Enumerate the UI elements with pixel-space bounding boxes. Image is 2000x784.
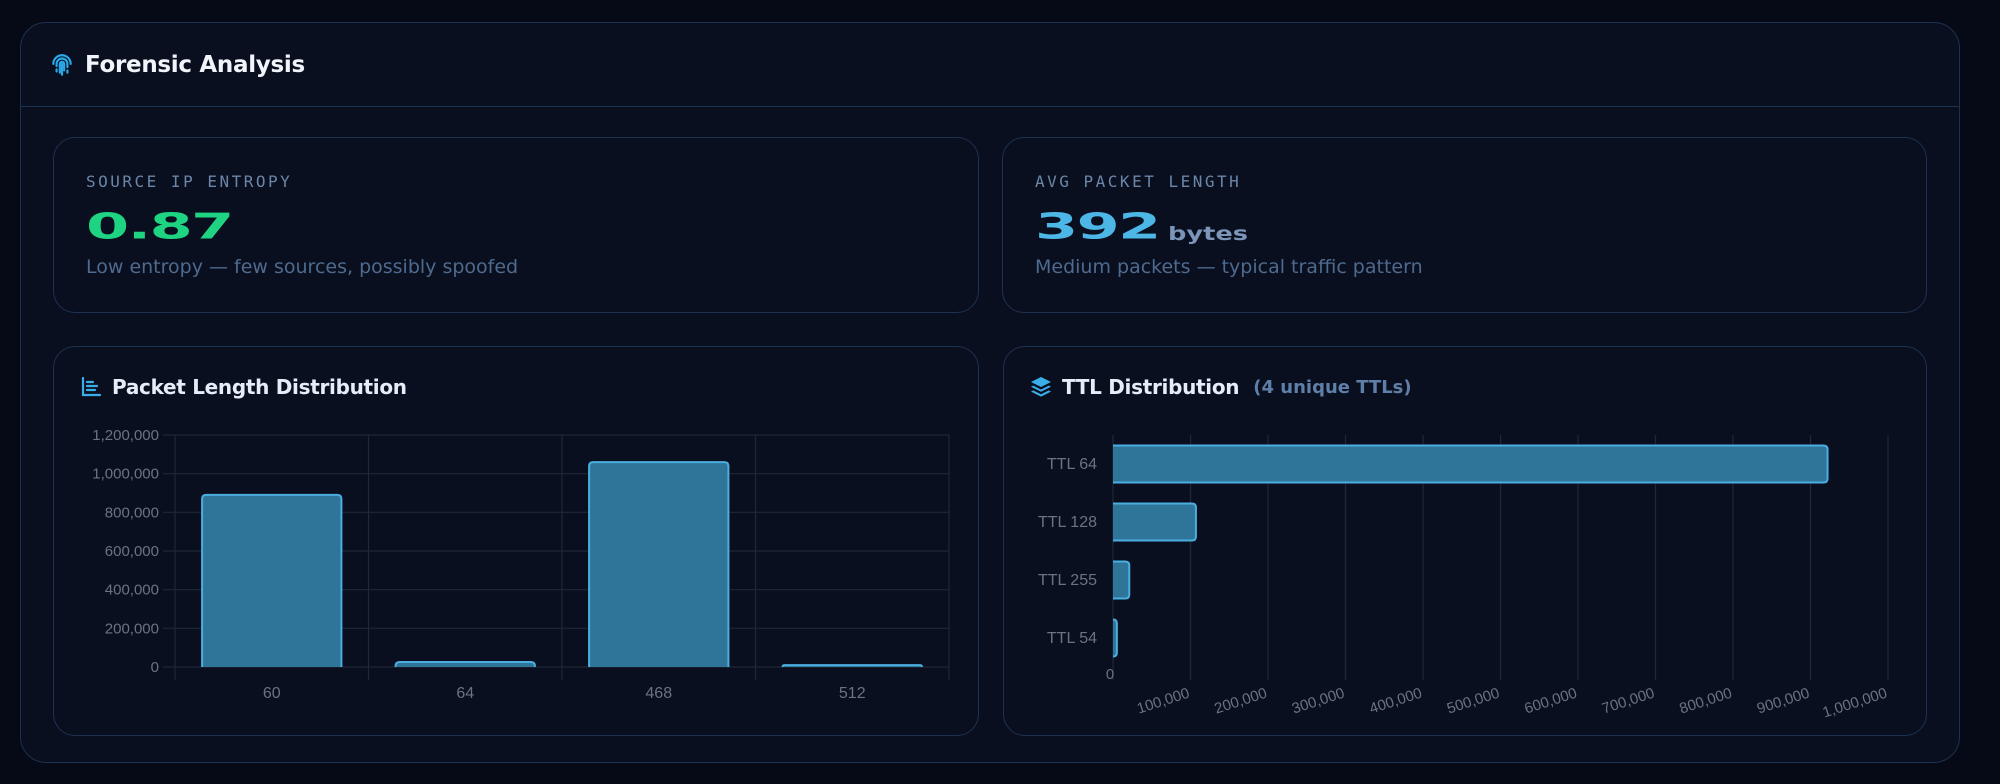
stat-label: SOURCE IP ENTROPY [86, 172, 293, 191]
x-tick-label: 1,000,000 [1820, 684, 1889, 721]
x-tick-label: 468 [645, 685, 672, 702]
y-tick-label: 1,000,000 [92, 465, 159, 482]
stat-description: Low entropy — few sources, possibly spoo… [86, 256, 519, 278]
chart-title: TTL Distribution [1062, 375, 1240, 399]
stat-unit: bytes [1167, 223, 1248, 245]
stat-value: 0.87 [86, 206, 234, 248]
bar[interactable] [1112, 444, 1828, 483]
avg-packet-length-card: AVG PACKET LENGTH 392 bytes Medium packe… [1002, 137, 1927, 313]
packet-length-bar-chart: 0 200,000 400,000 600,000 800,000 1,000,000 1,… [92, 427, 950, 702]
packet-length-chart-card: Packet Length Distribution 0 200,000 400,0… [53, 346, 979, 736]
bar-outline [394, 660, 536, 667]
x-tick-label: 400,000 [1367, 684, 1424, 717]
stat-value: 392 [1035, 206, 1161, 248]
chart-subtitle: (4 unique TTLs) [1253, 376, 1412, 398]
y-tick-label: 400,000 [104, 581, 158, 598]
bar-outline [781, 663, 923, 667]
panel-title: Forensic Analysis [85, 51, 305, 78]
bar-outline [200, 493, 342, 667]
y-tick-label: TTL 255 [1038, 572, 1097, 589]
chart-title: Packet Length Distribution [112, 375, 407, 399]
y-tick-label: 1,200,000 [92, 427, 159, 444]
y-tick-label: TTL 64 [1046, 456, 1096, 473]
layers-icon [1030, 376, 1052, 398]
y-tick-label: TTL 128 [1038, 514, 1097, 531]
x-tick-label: 600,000 [1522, 684, 1579, 717]
bar[interactable] [1112, 502, 1196, 541]
bar-chart-icon [80, 376, 102, 398]
ttl-chart-card: TTL Distribution (4 unique TTLs) 0 100,00… [1003, 346, 1927, 736]
x-tick-label: 512 [838, 685, 865, 702]
x-tick-label: 500,000 [1444, 684, 1501, 717]
y-tick-label: 0 [150, 659, 158, 676]
y-tick-label: TTL 54 [1046, 630, 1096, 647]
bar[interactable] [395, 661, 535, 667]
bar-outline [587, 460, 729, 667]
x-tick-label: 900,000 [1754, 684, 1811, 717]
stat-description: Medium packets — typical traffic pattern [1035, 256, 1423, 278]
bar-outline [1112, 443, 1829, 484]
x-tick-label: 60 [262, 685, 280, 702]
bar-outline [1112, 617, 1118, 658]
bar-outline [1112, 559, 1130, 600]
x-tick-label: 200,000 [1212, 684, 1269, 717]
forensic-analysis-panel: Forensic Analysis SOURCE IP ENTROPY 0.87… [20, 22, 1960, 763]
fingerprint-icon [49, 52, 75, 78]
ttl-horizontal-bar-chart: 0 100,000 200,000 300,000 400,000 500,000 600,… [1038, 434, 1889, 721]
x-tick-label: 100,000 [1134, 684, 1191, 717]
y-tick-label: 200,000 [104, 620, 158, 637]
panel-header: Forensic Analysis [21, 23, 1959, 107]
bar[interactable] [588, 461, 728, 667]
x-tick-label: 0 [1105, 666, 1113, 683]
y-tick-label: 800,000 [104, 504, 158, 521]
bar[interactable] [1112, 560, 1129, 599]
stat-label: AVG PACKET LENGTH [1035, 172, 1242, 191]
bar[interactable] [201, 494, 341, 667]
x-tick-label: 300,000 [1289, 684, 1346, 717]
x-tick-label: 700,000 [1599, 684, 1656, 717]
x-tick-label: 800,000 [1677, 684, 1734, 717]
y-tick-label: 600,000 [104, 543, 158, 560]
x-tick-label: 64 [456, 685, 474, 702]
bar-outline [1112, 501, 1197, 542]
source-ip-entropy-card: SOURCE IP ENTROPY 0.87 Low entropy — few… [53, 137, 979, 313]
